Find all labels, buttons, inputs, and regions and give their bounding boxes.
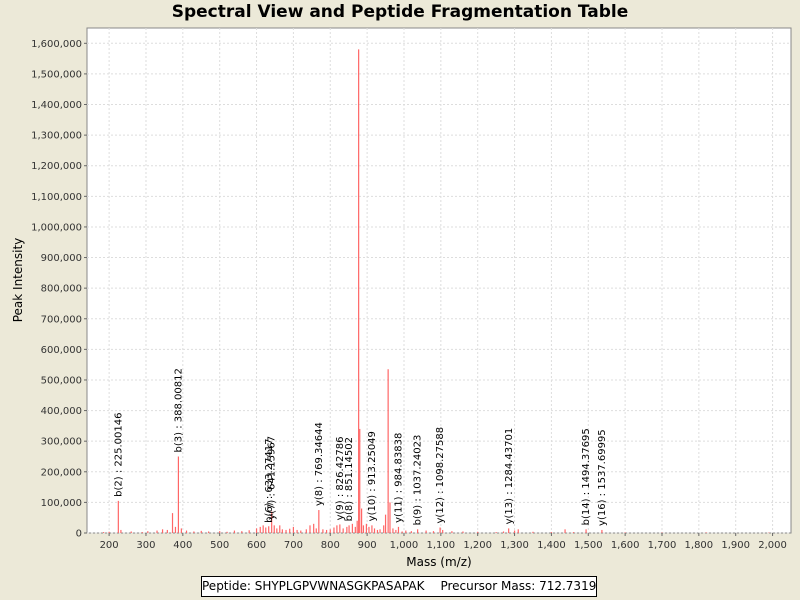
y-tick-label: 1,500,000 [31, 69, 82, 80]
y-tick-label: 900,000 [41, 253, 82, 264]
x-tick-label: 500 [210, 540, 229, 551]
x-tick-label: 1,100 [427, 540, 456, 551]
y-tick-label: 400,000 [41, 406, 82, 417]
peaks [102, 49, 770, 533]
y-tick-label: 500,000 [41, 375, 82, 386]
x-tick-label: 1,300 [500, 540, 529, 551]
x-tick-label: 800 [321, 540, 340, 551]
y-tick-label: 200,000 [41, 467, 82, 478]
y-axis-ticks: 0 100,000 200,000 300,000 400,000 500,000 600,… [31, 39, 87, 540]
x-tick-label: 1,500 [574, 540, 603, 551]
peak-annotation: y(7) : 641.15967 [267, 436, 278, 520]
x-tick-label: 400 [173, 540, 192, 551]
y-tick-label: 1,000,000 [31, 222, 82, 233]
x-tick-label: 1,800 [685, 540, 714, 551]
peak-annotation: b(6) : 633.27417 [264, 439, 275, 523]
y-tick-label: 1,100,000 [31, 192, 82, 203]
x-tick-label: 700 [284, 540, 303, 551]
y-tick-label: 1,600,000 [31, 39, 82, 50]
y-tick-label: 1,300,000 [31, 131, 82, 142]
y-tick-label: 300,000 [41, 437, 82, 448]
peak-annotation: y(10) : 913.25049 [367, 431, 378, 521]
peak-annotation: b(3) : 388.00812 [173, 368, 184, 452]
peak-annotation: b(14) : 1494.37695 [581, 428, 592, 525]
x-tick-label: 900 [358, 540, 377, 551]
y-tick-label: 1,200,000 [31, 161, 82, 172]
peak-annotation: y(9) : 826.42786 [335, 437, 346, 521]
chart-title: Spectral View and Peptide Fragmentation … [171, 2, 629, 22]
peak-annotation: y(13) : 1284.43701 [504, 428, 515, 525]
x-tick-label: 1,900 [721, 540, 750, 551]
y-tick-label: 0 [76, 529, 82, 540]
y-tick-label: 600,000 [41, 345, 82, 356]
y-tick-label: 100,000 [41, 498, 82, 509]
x-tick-label: 1,600 [611, 540, 640, 551]
peptide-sequence: Peptide: SHYPLGPVWNASGKPASAPAK [202, 579, 425, 593]
plot-area [86, 27, 792, 534]
x-tick-label: 1,700 [648, 540, 677, 551]
peak-annotation: b(9) : 1037.24023 [413, 435, 424, 526]
x-tick-label: 1,000 [390, 540, 419, 551]
peak-annotation: b(8) : 851.14502 [344, 437, 355, 521]
precursor-mass: Precursor Mass: 712.7319 [440, 579, 597, 593]
x-tick-label: 1,400 [537, 540, 566, 551]
x-axis-ticks: 200 300 400 500 600 700 800 900 1,000 1,100 1,200 1… [100, 533, 787, 551]
x-tick-label: 300 [136, 540, 155, 551]
y-tick-label: 700,000 [41, 314, 82, 325]
peak-annotation: b(2) : 225.00146 [113, 413, 124, 497]
peptide-info-box: Peptide: SHYPLGPVWNASGKPASAPAK Precursor … [201, 576, 597, 597]
x-tick-label: 200 [100, 540, 119, 551]
peak-annotations: b(2) : 225.00146 b(3) : 388.00812 y(7) : 6… [113, 368, 608, 526]
x-tick-label: 600 [247, 540, 266, 551]
y-axis-label: Peak Intensity [11, 238, 25, 323]
peak-annotation: y(11) : 984.83838 [393, 433, 404, 523]
x-tick-label: 1,200 [463, 540, 492, 551]
peak-annotation: y(8) : 769.34644 [314, 422, 325, 506]
x-axis-label: Mass (m/z) [406, 555, 471, 569]
peak-annotation: y(16) : 1537.69995 [597, 429, 608, 526]
x-tick-label: 2,000 [758, 540, 787, 551]
peak-annotation: y(12) : 1098.27588 [435, 427, 446, 524]
y-tick-label: 1,400,000 [31, 100, 82, 111]
grid [87, 28, 791, 534]
y-tick-label: 800,000 [41, 284, 82, 295]
